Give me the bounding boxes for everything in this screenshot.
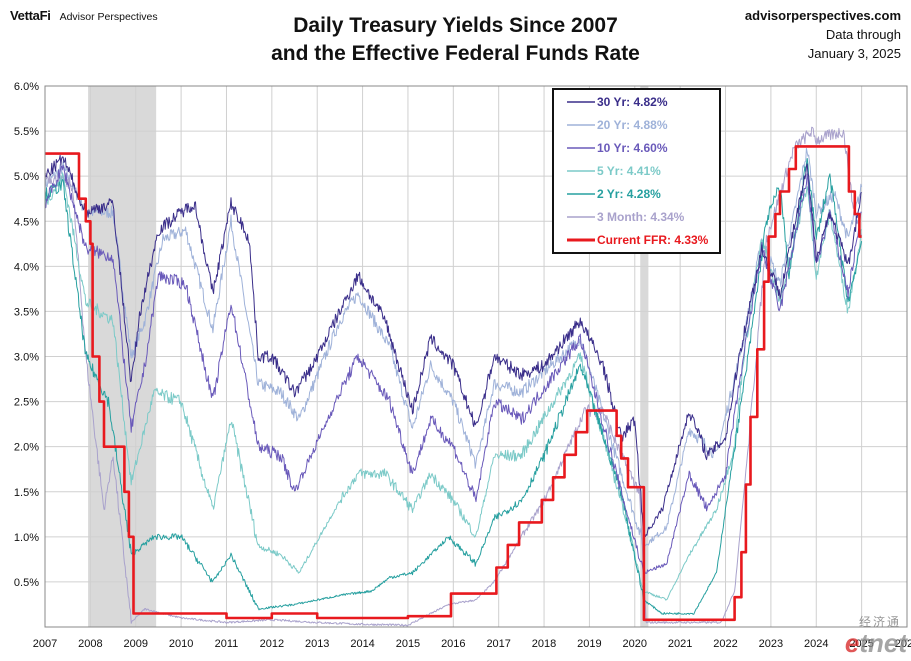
x-tick-label: 2022 [713,638,737,650]
y-axis-ticks: 6.0% 5.5% 5.0% 4.5% 4.0% 3.5% 3.0% 2.5% 2.0% 1.5%… [14,81,39,589]
series-line-y10 [44,164,862,575]
series-line-y2 [44,158,863,615]
y-tick-label: 6.0% [14,81,39,93]
legend-label-y2: 2 Yr: 4.28% [597,187,661,201]
series-line-y5 [44,172,863,601]
y-tick-label: 5.5% [14,126,39,138]
source-site: advisorperspectives.com [744,8,901,23]
x-tick-label: 2026 [895,638,911,650]
x-tick-label: 2018 [532,638,556,650]
x-tick-label: 2010 [169,638,193,650]
legend-label-y10: 10 Yr: 4.60% [597,141,668,155]
chart-title-line2: and the Effective Federal Funds Rate [271,42,640,65]
x-tick-label: 2014 [350,638,374,650]
legend: 30 Yr: 4.82% 20 Yr: 4.88% 10 Yr: 4.60% 5 Yr… [552,88,721,254]
x-tick-label: 2015 [396,638,420,650]
y-tick-label: 4.0% [14,261,39,273]
y-tick-label: 1.5% [14,487,39,499]
x-tick-label: 2024 [804,638,828,650]
y-tick-label: 0.5% [14,577,39,589]
y-tick-label: 1.0% [14,532,39,544]
x-tick-label: 2025 [849,638,873,650]
x-tick-label: 2008 [78,638,102,650]
etnet-watermark: 经济通 etnet [817,613,907,659]
vettafi-logo: VettaFi [10,8,51,23]
x-tick-label: 2012 [260,638,284,650]
grid-lines [44,85,908,627]
series-line-y30 [44,154,862,538]
y-tick-label: 2.0% [14,442,39,454]
chart-title: Daily Treasury Yields Since 2007 and the… [0,12,911,68]
x-axis-ticks: 2007 2008 2009 2010 2011 2012 2013 2014 2015 2016… [33,638,911,650]
x-tick-label: 2023 [759,638,783,650]
legend-label-y30: 30 Yr: 4.82% [597,95,668,109]
series-line-y20 [44,147,863,547]
legend-label-y20: 20 Yr: 4.88% [597,118,668,132]
y-tick-label: 4.5% [14,216,39,228]
data-through-label: Data through [825,27,901,42]
x-tick-label: 2009 [123,638,147,650]
y-tick-label: 3.5% [14,306,39,318]
x-tick-label: 2007 [33,638,57,650]
x-tick-label: 2013 [305,638,329,650]
legend-label-y5: 5 Yr: 4.41% [597,164,661,178]
x-tick-label: 2011 [215,638,239,650]
chart-title-line1: Daily Treasury Yields Since 2007 [293,14,618,37]
legend-label-m3: 3 Month: 4.34% [597,210,685,224]
plot-border [44,85,908,628]
x-tick-label: 2020 [623,638,647,650]
series-line-m3 [44,126,863,627]
brand: VettaFi Advisor Perspectives [10,8,158,23]
y-tick-label: 2.5% [14,397,39,409]
x-tick-label: 2021 [668,638,692,650]
data-through-date: January 3, 2025 [807,46,901,61]
y-tick-label: 3.0% [14,352,39,364]
y-tick-label: 5.0% [14,171,39,183]
legend-label-ffr: Current FFR: 4.33% [597,233,709,247]
series-line-ffr [45,145,862,622]
x-tick-label: 2017 [486,638,510,650]
series-lines [44,126,863,627]
x-tick-label: 2016 [441,638,465,650]
x-tick-label: 2019 [577,638,601,650]
source-info: advisorperspectives.com Data through Jan… [745,6,901,63]
brand-subtitle: Advisor Perspectives [59,11,158,23]
watermark-logo: etnet [844,628,907,658]
watermark-chinese: 经济通 [858,615,901,629]
